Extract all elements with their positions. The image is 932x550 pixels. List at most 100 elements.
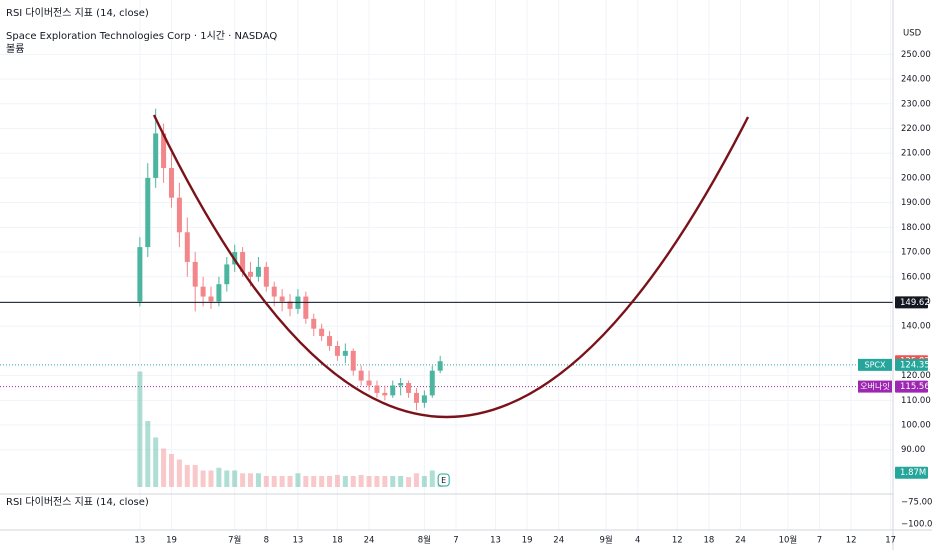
volume-bar bbox=[200, 470, 206, 487]
candle-body bbox=[240, 252, 246, 272]
volume-bar bbox=[232, 470, 238, 487]
x-tick-label: 10월 bbox=[779, 535, 798, 546]
x-tick-label: 4 bbox=[635, 536, 640, 546]
candle-body bbox=[429, 370, 435, 396]
candle-body bbox=[406, 383, 412, 393]
candle-body bbox=[263, 266, 269, 287]
marker-name-bg bbox=[858, 358, 892, 371]
axis-layer: 13 19 7월 8 13 18 24 8월 7 13 19 24 9월 4 12 18 24 10월 7 12 17 9… bbox=[134, 50, 932, 546]
volume-bar bbox=[342, 476, 348, 487]
volume-layer bbox=[137, 371, 443, 487]
candle-body bbox=[319, 328, 325, 337]
x-tick-label: 8 bbox=[264, 536, 269, 546]
y-tick-label: 210.00 bbox=[901, 149, 931, 159]
candle-body bbox=[271, 286, 277, 297]
x-tick-label: 19 bbox=[522, 536, 533, 546]
volume-bar bbox=[208, 470, 214, 487]
candle-body bbox=[358, 370, 364, 381]
x-tick-label: 24 bbox=[735, 536, 746, 546]
volume-bar bbox=[311, 476, 317, 487]
candle-body bbox=[224, 264, 230, 285]
volume-bar bbox=[263, 476, 269, 487]
volume-bar bbox=[145, 421, 151, 487]
x-tick-label: 8월 bbox=[418, 535, 431, 546]
volume-bar bbox=[358, 474, 364, 487]
volume-bar bbox=[255, 473, 261, 487]
candle-body bbox=[374, 385, 380, 393]
x-tick-label: 24 bbox=[553, 536, 564, 546]
volume-bar bbox=[168, 454, 174, 487]
grid bbox=[0, 0, 893, 530]
candle-body bbox=[137, 247, 143, 302]
volume-bar bbox=[240, 473, 246, 487]
event-marker-bg bbox=[437, 473, 450, 487]
y-tick-label: 240.00 bbox=[901, 75, 931, 85]
volume-title: 볼륨 bbox=[6, 43, 24, 55]
candle-body bbox=[327, 336, 333, 346]
rsi-tick-label: −75.00 bbox=[901, 498, 932, 508]
price-tag: 149.62 bbox=[900, 298, 930, 308]
currency: USD bbox=[903, 29, 922, 39]
y-tick-label: 90.00 bbox=[901, 445, 925, 455]
x-tick-label: 9월 bbox=[600, 535, 613, 546]
y-tick-label: 120.00 bbox=[901, 371, 931, 381]
candle-body bbox=[382, 392, 388, 396]
drawn-curve bbox=[152, 114, 750, 419]
x-tick-label: 13 bbox=[134, 536, 145, 546]
volume-bar bbox=[248, 473, 254, 487]
candle-layer bbox=[0, 108, 893, 411]
y-tick-label: 220.00 bbox=[901, 124, 931, 134]
x-tick-label: 19 bbox=[166, 536, 177, 546]
price-tag: 115.56 bbox=[900, 382, 930, 392]
volume-bar bbox=[406, 477, 412, 487]
x-tick-label: 7 bbox=[453, 536, 458, 546]
volume-bar bbox=[334, 474, 340, 487]
y-tick-label: 140.00 bbox=[901, 322, 931, 332]
candle-body bbox=[184, 232, 190, 262]
candle-body bbox=[168, 168, 174, 198]
candle-body bbox=[176, 197, 182, 233]
candle-body bbox=[279, 296, 285, 302]
volume-bar bbox=[216, 467, 222, 487]
volume-bar bbox=[192, 465, 198, 487]
volume-bar bbox=[350, 476, 356, 487]
volume-bar bbox=[176, 459, 182, 487]
volume-bar bbox=[398, 476, 404, 487]
y-tick-label: 180.00 bbox=[901, 223, 931, 233]
candle-body bbox=[200, 286, 206, 297]
x-tick-label: 13 bbox=[293, 536, 304, 546]
candle-body bbox=[216, 284, 222, 302]
price-tag-bg bbox=[895, 296, 928, 309]
candle-body bbox=[421, 395, 427, 403]
volume-bar bbox=[319, 476, 325, 487]
indicator-title: RSI 다이버전스 지표 (14, close) bbox=[6, 7, 149, 19]
x-tick-label: 18 bbox=[703, 536, 714, 546]
x-tick-label: 7 bbox=[817, 536, 822, 546]
candle-body bbox=[145, 177, 151, 248]
x-tick-label: 18 bbox=[332, 536, 343, 546]
candle-body bbox=[342, 350, 348, 356]
price-tag: 124.35 bbox=[900, 360, 930, 370]
candle-body bbox=[413, 392, 419, 403]
candle-body bbox=[208, 296, 214, 302]
candle-body bbox=[248, 271, 254, 277]
candle-body bbox=[437, 361, 443, 371]
candle-body bbox=[311, 318, 317, 329]
marker-name-bg bbox=[858, 380, 892, 393]
x-tick-label: 17 bbox=[885, 536, 896, 546]
price-tag-bg bbox=[895, 358, 928, 371]
volume-bar bbox=[413, 473, 419, 487]
candle-body bbox=[366, 380, 372, 386]
volume-bar bbox=[366, 476, 372, 487]
candle-body bbox=[398, 383, 404, 386]
price-tag-bg bbox=[895, 380, 928, 393]
volume-bar bbox=[327, 476, 333, 487]
y-tick-label: 160.00 bbox=[901, 272, 931, 282]
volume-bar bbox=[303, 476, 309, 487]
volume-bar bbox=[295, 473, 301, 487]
y-tick-label: 200.00 bbox=[901, 173, 931, 183]
x-tick-label: 13 bbox=[490, 536, 501, 546]
y-tick-label: 250.00 bbox=[901, 50, 931, 60]
volume-bar bbox=[382, 476, 388, 487]
